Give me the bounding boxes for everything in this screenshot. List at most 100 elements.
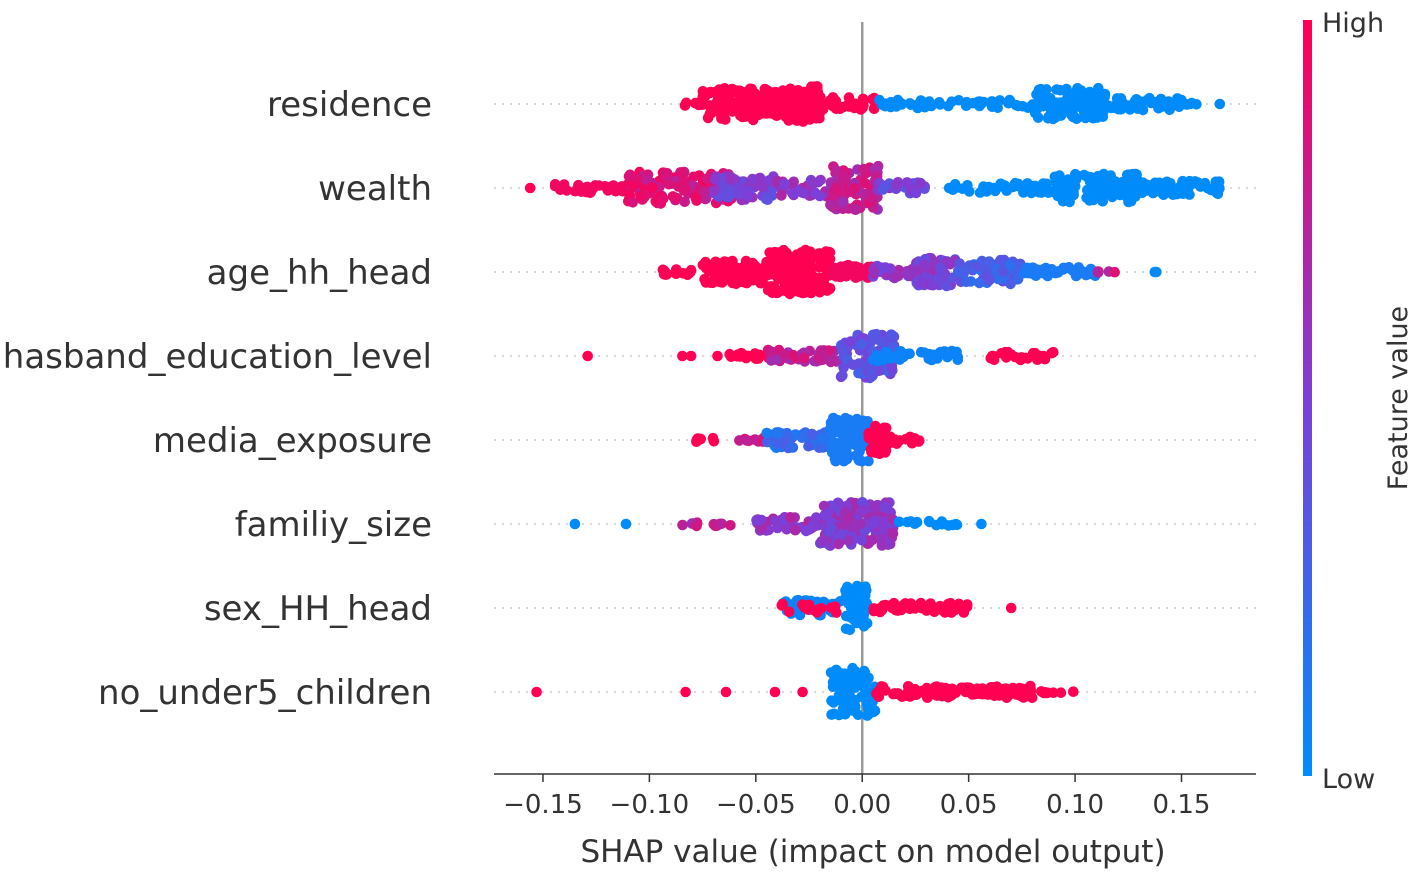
shap-dot (985, 353, 997, 364)
shap-dot (961, 96, 972, 108)
shap-dot (635, 190, 646, 202)
shap-dot (822, 507, 833, 519)
shap-dot (1105, 170, 1116, 181)
shap-dot (1123, 192, 1135, 203)
shap-dot (834, 426, 845, 438)
shap-dot (803, 440, 814, 452)
feature-label: sex_HH_head (204, 589, 432, 629)
shap-dot (984, 183, 996, 195)
shap-dot (771, 105, 782, 117)
shap-dot (915, 177, 926, 189)
shap-dot (844, 186, 855, 198)
shap-dot (798, 187, 810, 199)
feature-label: age_hh_head (207, 253, 432, 293)
shap-dot (856, 338, 867, 350)
shap-dot (708, 436, 720, 447)
shap-dot (658, 269, 670, 280)
shap-dot (901, 268, 912, 279)
shap-dot (909, 603, 921, 614)
shap-dot (821, 285, 833, 296)
shap-dot (599, 181, 611, 192)
shap-dot (1069, 181, 1081, 192)
shap-dot (880, 445, 892, 456)
feature-label: hasband_education_level (3, 337, 432, 377)
shap-dot (856, 589, 868, 601)
shap-dot (677, 519, 688, 531)
shap-dot (734, 435, 745, 446)
shap-dot (765, 262, 776, 274)
shap-dot (848, 614, 860, 625)
shap-dot (1081, 171, 1093, 182)
shap-dot (995, 683, 1006, 695)
shap-dot (834, 103, 846, 115)
shap-dot (691, 520, 702, 532)
shap-dot (1012, 100, 1024, 112)
x-tick-label: 0.10 (1046, 790, 1104, 820)
shap-dot (838, 701, 850, 713)
shap-dot (842, 581, 853, 593)
shap-dot (1005, 278, 1016, 290)
shap-dot (673, 181, 684, 192)
shap-dot (627, 181, 638, 192)
shap-dot (714, 84, 725, 95)
shap-dot (708, 185, 720, 197)
shap-dot (805, 255, 816, 266)
shap-dot (869, 517, 880, 529)
shap-dot (946, 348, 958, 359)
x-tick-label: −0.15 (503, 790, 583, 820)
shap-dot (828, 269, 839, 281)
shap-dot (891, 178, 902, 190)
feature-labels: residence wealth age_hh_head hasband_educat… (3, 85, 432, 713)
shap-dot (843, 511, 854, 523)
shap-dot (641, 174, 653, 185)
shap-dot (885, 329, 897, 341)
shap-dot (849, 700, 861, 711)
shap-dot (857, 504, 869, 516)
shap-dot (848, 665, 860, 676)
shap-dot (1199, 177, 1211, 189)
shap-dot (1051, 84, 1062, 95)
shap-dot (885, 101, 897, 113)
shap-dot (859, 604, 871, 616)
shap-dot (747, 173, 758, 185)
shap-dot (1089, 95, 1100, 106)
shap-dot (754, 515, 766, 526)
shap-dot (924, 689, 936, 701)
shap-dot (688, 171, 699, 183)
shap-dot (661, 168, 673, 179)
shap-dot (717, 110, 729, 121)
shap-dot (627, 197, 638, 208)
shap-dot (880, 346, 891, 358)
shap-dot (800, 244, 811, 256)
shap-dot (915, 277, 927, 289)
shap-dot (815, 257, 826, 269)
shap-dot (910, 187, 922, 199)
shap-dot (896, 600, 908, 612)
shap-dot (860, 581, 871, 592)
shap-dot (971, 687, 983, 699)
shap-dot (709, 273, 721, 285)
shap-dot (712, 350, 723, 362)
shap-dot (524, 182, 536, 194)
shap-dot (1092, 267, 1104, 278)
shap-dot (620, 518, 632, 530)
shap-dot (786, 113, 797, 125)
shap-dot (781, 524, 792, 535)
shap-dot (1005, 602, 1017, 614)
shap-dot (1052, 174, 1064, 186)
shap-dot (803, 599, 815, 611)
shap-dot (797, 686, 808, 698)
shap-dot (856, 456, 868, 467)
shap-dot (880, 599, 891, 611)
shap-dot (1010, 351, 1021, 363)
shap-dot (1109, 266, 1120, 278)
shap-dot (765, 95, 777, 107)
shap-dot (1062, 262, 1074, 274)
shap-dot (750, 353, 762, 365)
shap-dot (889, 434, 900, 445)
shap-dot (783, 606, 795, 618)
shap-dot (677, 350, 688, 362)
shap-dot (926, 100, 937, 112)
shap-dot (847, 416, 859, 428)
shap-dot (807, 178, 819, 189)
